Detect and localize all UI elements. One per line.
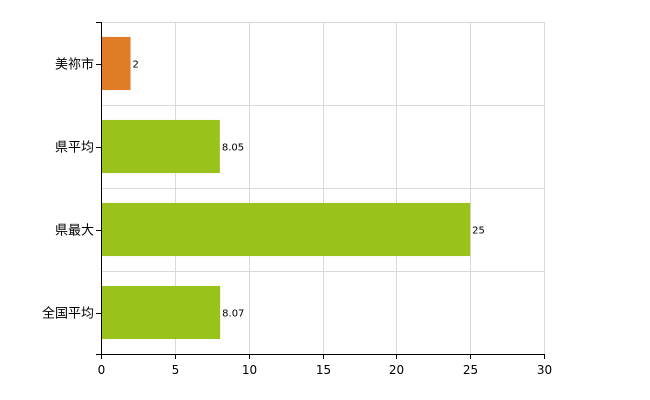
axis-layer <box>96 22 545 359</box>
bar-2 <box>101 202 471 257</box>
data-label-3: 8.07 <box>222 309 244 320</box>
data-label-0: 2 <box>133 60 139 71</box>
x-tick-label-4: 20 <box>389 363 404 377</box>
data-label-1: 8.05 <box>222 143 244 154</box>
bar-3 <box>101 285 221 340</box>
x-tick-label-0: 0 <box>98 363 106 377</box>
category-label-1: 県平均 <box>55 141 94 156</box>
category-label-2: 県最大 <box>55 224 94 239</box>
x-tick-label-2: 10 <box>242 363 257 377</box>
category-label-3: 全国平均 <box>42 306 94 322</box>
bar-1 <box>101 119 220 174</box>
bar-layer <box>101 36 471 340</box>
data-label-2: 25 <box>472 226 485 237</box>
x-tick-label-6: 30 <box>537 363 552 377</box>
label-layer: 2 美祢市 8.05 県平均 25 県最大 8.07 全国平均 0 5 10 15 20 25 30 <box>42 57 552 378</box>
x-tick-label-5: 25 <box>463 363 478 377</box>
x-tick-label-3: 15 <box>316 363 331 377</box>
category-label-0: 美祢市 <box>55 57 94 73</box>
bar-0 <box>101 36 131 91</box>
x-tick-label-1: 5 <box>172 363 180 377</box>
